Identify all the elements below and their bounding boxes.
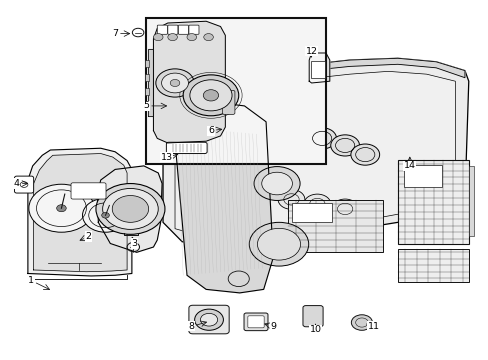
Circle shape — [249, 222, 308, 266]
FancyBboxPatch shape — [71, 183, 106, 199]
Polygon shape — [34, 154, 127, 272]
Circle shape — [102, 212, 109, 218]
Text: 13: 13 — [161, 153, 173, 162]
Circle shape — [304, 194, 330, 214]
Bar — [397, 249, 468, 282]
Polygon shape — [175, 71, 454, 237]
FancyBboxPatch shape — [222, 90, 234, 114]
Circle shape — [161, 73, 188, 93]
Circle shape — [200, 313, 217, 326]
Circle shape — [186, 33, 196, 41]
Polygon shape — [153, 21, 225, 143]
Circle shape — [153, 33, 163, 41]
FancyBboxPatch shape — [188, 25, 199, 34]
Circle shape — [254, 167, 300, 201]
FancyBboxPatch shape — [247, 316, 264, 328]
Circle shape — [203, 33, 213, 41]
Circle shape — [112, 195, 148, 222]
Bar — [310, 61, 325, 78]
Circle shape — [102, 189, 158, 229]
Circle shape — [351, 315, 372, 330]
Circle shape — [261, 172, 292, 195]
Bar — [146, 18, 325, 164]
Circle shape — [57, 205, 66, 212]
Circle shape — [189, 80, 232, 111]
Text: 12: 12 — [305, 47, 317, 56]
Bar — [292, 203, 331, 222]
Polygon shape — [28, 148, 132, 276]
FancyBboxPatch shape — [303, 306, 323, 327]
Text: 8: 8 — [188, 322, 194, 331]
Polygon shape — [147, 49, 153, 117]
Text: 10: 10 — [309, 325, 321, 334]
Bar — [144, 74, 148, 81]
Circle shape — [194, 309, 223, 330]
Circle shape — [82, 198, 128, 232]
Text: 5: 5 — [143, 102, 149, 111]
Bar — [287, 200, 383, 252]
Circle shape — [29, 184, 94, 232]
Bar — [403, 165, 441, 187]
FancyBboxPatch shape — [166, 142, 207, 154]
Circle shape — [183, 75, 238, 116]
Text: 14: 14 — [403, 161, 415, 170]
FancyBboxPatch shape — [178, 25, 188, 34]
Circle shape — [203, 90, 218, 101]
Text: 6: 6 — [207, 126, 214, 135]
FancyBboxPatch shape — [157, 25, 167, 34]
Text: 7: 7 — [112, 29, 118, 38]
Bar — [144, 102, 148, 109]
FancyBboxPatch shape — [15, 176, 34, 193]
FancyBboxPatch shape — [244, 313, 267, 330]
FancyBboxPatch shape — [188, 305, 229, 334]
Polygon shape — [173, 102, 273, 293]
Bar — [468, 166, 472, 237]
Text: 9: 9 — [270, 322, 276, 331]
Text: 2: 2 — [85, 232, 92, 241]
Text: 3: 3 — [131, 239, 137, 248]
Text: 4: 4 — [14, 179, 20, 188]
Text: 11: 11 — [367, 322, 379, 331]
Bar — [397, 159, 468, 243]
Polygon shape — [97, 166, 162, 252]
Bar — [144, 60, 148, 67]
Text: 1: 1 — [28, 276, 34, 285]
Circle shape — [278, 189, 304, 209]
Circle shape — [350, 144, 379, 165]
Polygon shape — [163, 58, 468, 244]
Circle shape — [167, 33, 177, 41]
FancyBboxPatch shape — [167, 25, 178, 34]
Circle shape — [156, 69, 194, 97]
Circle shape — [330, 135, 359, 156]
Circle shape — [257, 228, 300, 260]
Circle shape — [170, 80, 180, 86]
Circle shape — [307, 128, 336, 149]
Bar — [144, 88, 148, 95]
Circle shape — [96, 184, 164, 234]
Polygon shape — [163, 58, 464, 120]
Circle shape — [331, 199, 358, 219]
Polygon shape — [308, 53, 329, 83]
